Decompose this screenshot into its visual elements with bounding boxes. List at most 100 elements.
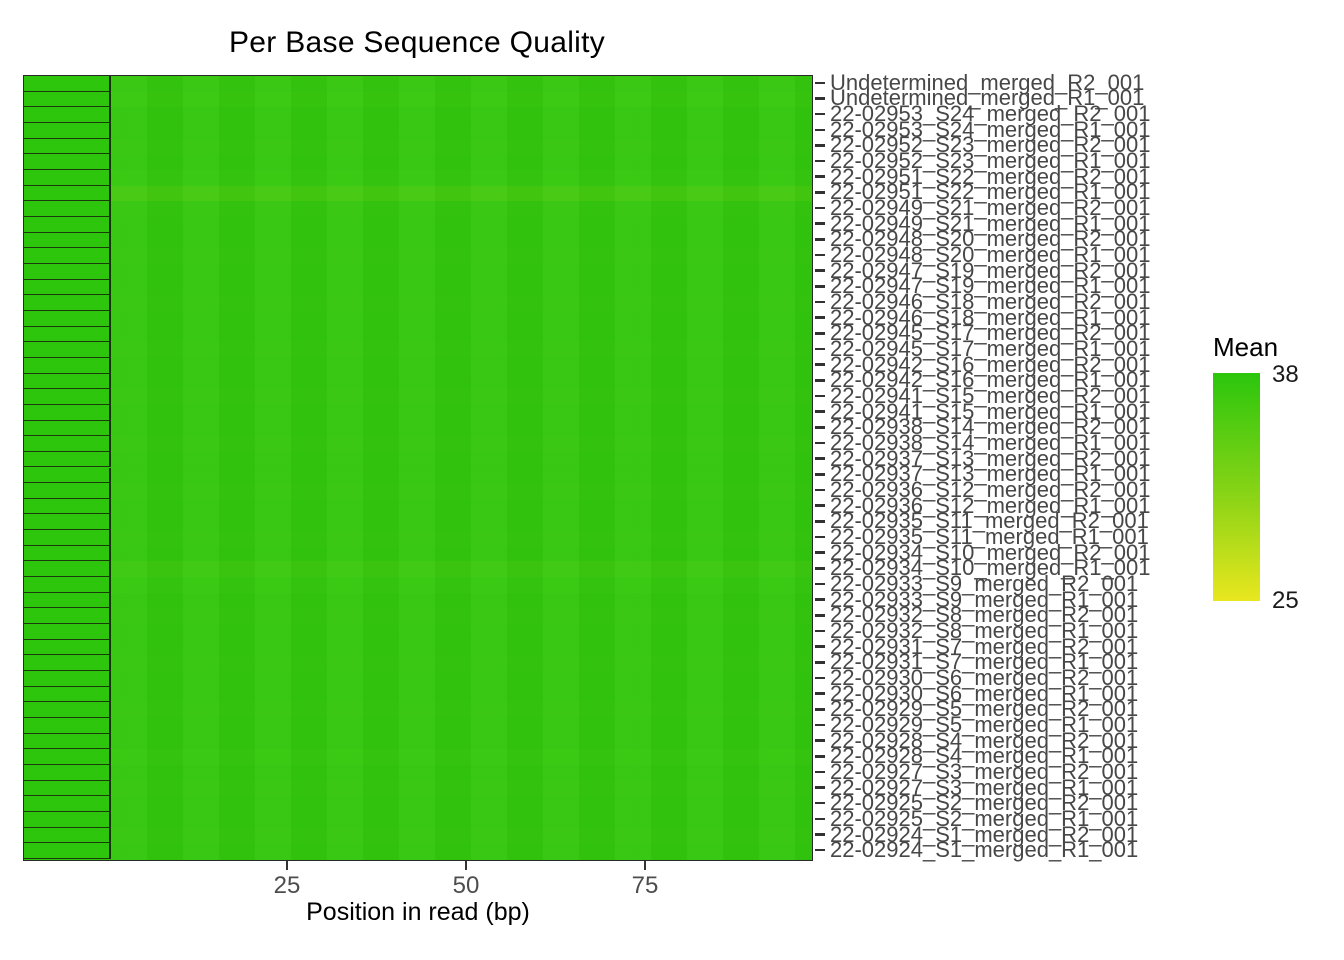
chart-title: Per Base Sequence Quality — [229, 26, 606, 59]
heatmap-row — [24, 342, 812, 358]
row-label: 22-02930_S6_merged_R2_001 — [830, 664, 1139, 690]
y-axis-tick — [815, 144, 825, 147]
y-axis-tick — [815, 191, 825, 194]
heatmap-row-band — [111, 91, 812, 108]
heatmap-first-bin-cell — [24, 436, 111, 452]
heatmap-first-bin-cell — [24, 592, 111, 609]
heatmap-row — [24, 310, 812, 327]
row-label: 22-02948_S20_merged_R1_001 — [830, 242, 1151, 268]
y-axis-tick — [815, 112, 825, 116]
heatmap-row-band — [111, 827, 812, 844]
row-label: 22-02948_S20_merged_R2_001 — [830, 226, 1151, 252]
heatmap-first-bin-cell — [24, 232, 111, 249]
row-label: 22-02929_S5_merged_R1_001 — [830, 711, 1139, 737]
row-label: 22-02931_S7_merged_R2_001 — [830, 633, 1139, 659]
heatmap-row — [24, 686, 812, 703]
heatmap-row-band — [111, 812, 812, 828]
heatmap-row — [24, 326, 812, 343]
heatmap-row — [24, 812, 812, 828]
heatmap-row — [24, 216, 812, 233]
heatmap-row-band — [111, 295, 812, 311]
heatmap-row — [24, 373, 812, 390]
y-axis-tick — [815, 316, 825, 320]
y-axis-tick — [815, 504, 825, 507]
heatmap-row — [24, 138, 812, 155]
heatmap-first-bin-cell — [24, 404, 111, 421]
heatmap-row — [24, 107, 812, 123]
row-label: 22-02933_S9_merged_R2_001 — [830, 570, 1139, 596]
y-axis-tick — [815, 660, 825, 664]
heatmap-row — [24, 201, 812, 217]
row-label: 22-02945_S17_merged_R2_001 — [830, 320, 1151, 346]
heatmap-row-band — [111, 671, 812, 687]
y-axis-tick — [815, 801, 825, 805]
row-label: 22-02924_S1_merged_R2_001 — [830, 821, 1139, 847]
heatmap-row — [24, 122, 812, 139]
heatmap-row-band — [111, 404, 812, 421]
y-axis-tick — [815, 457, 825, 460]
heatmap-first-bin-cell — [24, 201, 111, 217]
heatmap-first-bin-cell — [24, 702, 111, 719]
heatmap-row-band — [111, 718, 812, 734]
y-axis-tick — [815, 551, 825, 554]
y-axis-tick — [815, 332, 825, 335]
y-axis-tick — [815, 285, 825, 288]
heatmap-first-bin-cell — [24, 514, 111, 531]
y-axis-tick — [815, 363, 825, 366]
heatmap-row — [24, 185, 812, 202]
heatmap-panel — [23, 75, 813, 861]
heatmap-first-bin-cell — [24, 107, 111, 123]
heatmap-row-band — [111, 545, 812, 562]
heatmap-row-band — [111, 216, 812, 233]
heatmap-row-band — [111, 843, 812, 859]
y-axis-tick — [815, 629, 825, 633]
y-axis-tick — [815, 441, 825, 445]
row-label: 22-02937_S13_merged_R1_001 — [830, 461, 1151, 487]
row-label: 22-02932_S8_merged_R2_001 — [830, 602, 1139, 628]
y-axis-tick — [815, 739, 825, 742]
heatmap-first-bin-cell — [24, 577, 111, 593]
y-axis-tick — [815, 582, 825, 586]
y-axis-tick — [815, 817, 825, 821]
heatmap-row-band — [111, 342, 812, 358]
row-label: 22-02946_S18_merged_R1_001 — [830, 304, 1151, 330]
heatmap-row-band — [111, 263, 812, 280]
heatmap-row — [24, 279, 812, 296]
heatmap-row-band — [111, 514, 812, 531]
y-axis-tick — [815, 613, 825, 617]
heatmap-row-band — [111, 498, 812, 515]
row-label: Undetermined_merged_R1_001 — [830, 85, 1145, 111]
heatmap-row-band — [111, 733, 812, 750]
heatmap-row — [24, 91, 812, 108]
heatmap-row — [24, 530, 812, 546]
heatmap-first-bin-cell — [24, 718, 111, 734]
heatmap-row-band — [111, 169, 812, 186]
heatmap-row-band — [111, 702, 812, 719]
x-axis-tick-label: 25 — [273, 872, 301, 899]
row-label: 22-02952_S23_merged_R1_001 — [830, 148, 1151, 174]
heatmap-row-band — [111, 467, 812, 484]
heatmap-row-band — [111, 436, 812, 452]
heatmap-row — [24, 357, 812, 374]
heatmap-row — [24, 498, 812, 515]
heatmap-row-band — [111, 232, 812, 249]
y-axis-tick — [815, 692, 825, 695]
legend-max-label: 38 — [1272, 361, 1299, 388]
row-label: 22-02941_S15_merged_R2_001 — [830, 383, 1151, 409]
heatmap-row-band — [111, 796, 812, 813]
row-label: 22-02931_S7_merged_R1_001 — [830, 649, 1139, 675]
heatmap-first-bin-cell — [24, 138, 111, 155]
heatmap-row-band — [111, 530, 812, 546]
heatmap-row-band — [111, 279, 812, 296]
y-axis-tick — [815, 222, 825, 226]
heatmap-row — [24, 404, 812, 421]
y-axis-tick — [815, 128, 825, 132]
heatmap-row — [24, 843, 812, 859]
y-axis-tick — [815, 379, 825, 382]
row-label: 22-02925_S2_merged_R2_001 — [830, 790, 1139, 816]
heatmap-first-bin-cell — [24, 451, 111, 468]
heatmap-first-bin-cell — [24, 561, 111, 578]
y-axis-tick — [815, 754, 825, 758]
x-axis-tick — [643, 861, 647, 870]
y-axis-tick — [815, 81, 825, 85]
